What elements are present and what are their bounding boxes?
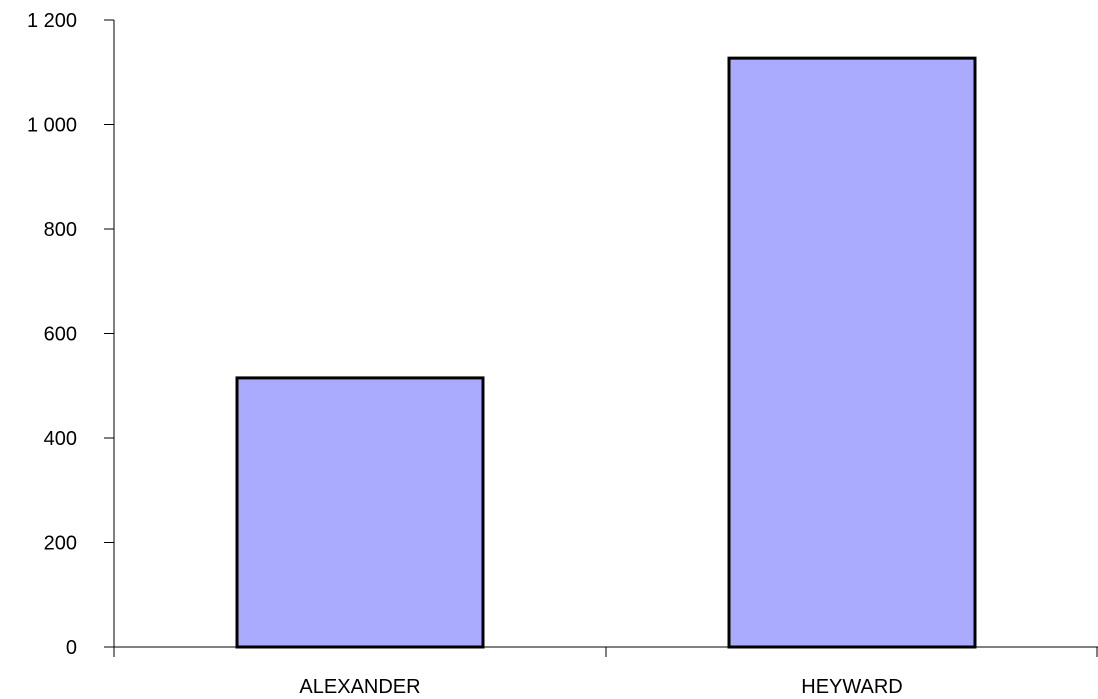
x-tick-label: ALEXANDER — [299, 676, 420, 698]
y-tick-label: 800 — [44, 219, 77, 241]
bar-alexander — [235, 376, 485, 649]
bar-heyward — [727, 56, 977, 649]
x-tick-label: HEYWARD — [801, 676, 902, 698]
y-tick-label: 1 200 — [27, 10, 77, 32]
y-axis: 0 200 400 600 800 1 000 1 200 — [27, 10, 115, 659]
y-tick-label: 600 — [44, 324, 77, 346]
x-axis: ALEXANDER HEYWARD — [104, 646, 1098, 698]
y-tick-label: 400 — [44, 428, 77, 450]
y-tick-label: 200 — [44, 533, 77, 555]
y-tick-label: 1 000 — [27, 115, 77, 137]
y-tick-label: 0 — [66, 637, 77, 659]
bars-group — [235, 56, 977, 649]
